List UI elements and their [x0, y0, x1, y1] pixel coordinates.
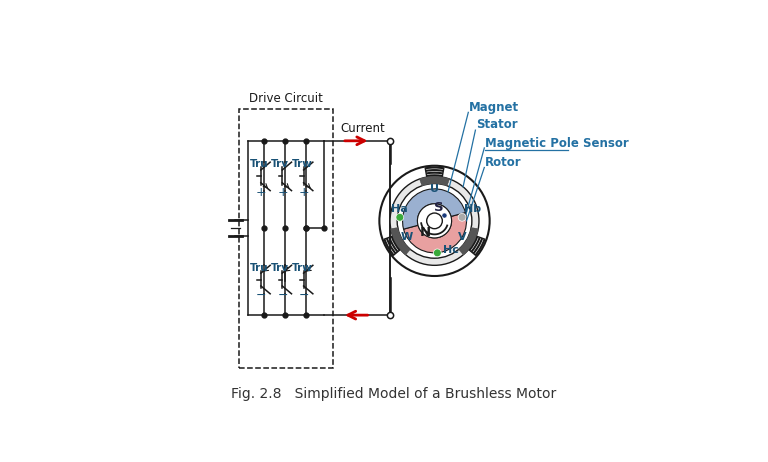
Text: W: W — [401, 232, 413, 242]
Circle shape — [390, 176, 479, 265]
Text: Tru: Tru — [250, 159, 268, 170]
Text: Drive Circuit: Drive Circuit — [249, 92, 323, 105]
Text: Trv: Trv — [271, 159, 289, 170]
Text: +: + — [256, 186, 266, 199]
Text: +: + — [299, 186, 310, 199]
Text: Fig. 2.8   Simplified Model of a Brushless Motor: Fig. 2.8 Simplified Model of a Brushless… — [231, 387, 556, 401]
Text: −: − — [299, 289, 309, 302]
Text: Trw: Trw — [292, 263, 313, 273]
Circle shape — [458, 213, 466, 221]
Wedge shape — [402, 189, 465, 229]
Text: Ha: Ha — [391, 204, 408, 213]
Circle shape — [427, 213, 442, 229]
Circle shape — [433, 249, 442, 257]
Text: N: N — [420, 226, 431, 239]
Text: Rotor: Rotor — [485, 157, 521, 170]
Text: Hc: Hc — [443, 245, 459, 255]
Text: Stator: Stator — [476, 118, 518, 131]
Text: Hb: Hb — [464, 204, 481, 213]
Wedge shape — [404, 213, 466, 253]
Circle shape — [397, 183, 472, 258]
Text: +: + — [277, 186, 288, 199]
Circle shape — [442, 213, 447, 218]
Text: Trv: Trv — [271, 263, 289, 273]
Circle shape — [418, 204, 452, 238]
Text: U: U — [430, 184, 439, 194]
Text: Magnet: Magnet — [469, 101, 519, 114]
Text: −: − — [277, 289, 288, 302]
Text: S: S — [434, 201, 444, 214]
Text: Tru: Tru — [250, 263, 268, 273]
Text: Magnetic Pole Sensor: Magnetic Pole Sensor — [485, 137, 629, 150]
Text: Trw: Trw — [292, 159, 313, 170]
Text: V: V — [458, 232, 466, 242]
Text: Current: Current — [340, 122, 385, 135]
Text: −: − — [256, 289, 266, 302]
Circle shape — [396, 213, 404, 221]
